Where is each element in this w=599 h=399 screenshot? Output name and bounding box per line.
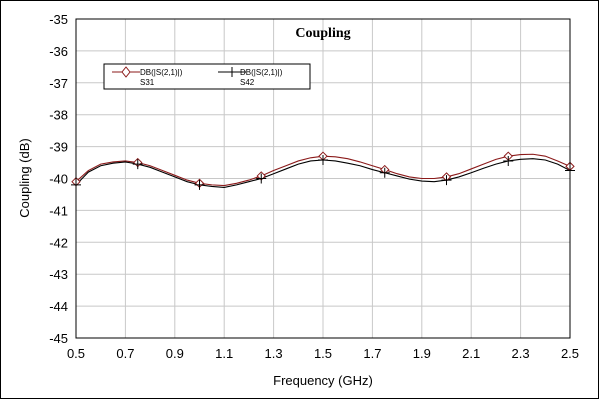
y-tick-label: -45 bbox=[49, 331, 68, 346]
legend-marker-plus bbox=[227, 67, 237, 77]
data-point-plus bbox=[379, 167, 390, 178]
x-tick-label: 2.5 bbox=[561, 346, 579, 361]
legend-label-s31: DB(|S(2,1)|) bbox=[140, 68, 183, 77]
legend: DB(|S(2,1)|) S31 DB(|S(2,1)|) S42 bbox=[103, 63, 311, 90]
x-tick-label: 0.9 bbox=[166, 346, 184, 361]
y-tick-label: -42 bbox=[49, 235, 68, 250]
x-tick-label: 1.7 bbox=[363, 346, 381, 361]
x-tick-label: 0.7 bbox=[116, 346, 134, 361]
legend-marker-diamond bbox=[121, 66, 131, 78]
y-tick-label: -36 bbox=[49, 44, 68, 59]
x-tick-label: 1.9 bbox=[413, 346, 431, 361]
y-axis-title: Coupling (dB) bbox=[17, 138, 32, 218]
x-axis-title: Frequency (GHz) bbox=[273, 373, 373, 388]
legend-label-s42: DB(|S(2,1)|) bbox=[240, 68, 283, 77]
legend-box bbox=[103, 63, 311, 90]
x-tick-label: 0.5 bbox=[67, 346, 85, 361]
tick-labels: 0.5 0.7 0.9 1.1 1.3 1.5 1.7 1.9 2.1 2.3 2.5 -35 -36 -… bbox=[49, 12, 579, 361]
legend-sublabel-s42: S42 bbox=[240, 78, 255, 87]
plot-border bbox=[75, 18, 571, 339]
x-tick-label: 1.3 bbox=[265, 346, 283, 361]
x-tick-label: 2.3 bbox=[512, 346, 530, 361]
y-tick-label: -43 bbox=[49, 267, 68, 282]
legend-sublabel-s31: S31 bbox=[140, 78, 155, 87]
data-point-plus bbox=[132, 159, 143, 170]
x-tick-label: 1.1 bbox=[215, 346, 233, 361]
y-tick-label: -35 bbox=[49, 12, 68, 27]
y-tick-label: -40 bbox=[49, 172, 68, 187]
data-point-plus bbox=[441, 175, 452, 186]
x-tick-label: 1.5 bbox=[314, 346, 332, 361]
data-point-plus bbox=[318, 154, 328, 165]
y-tick-label: -44 bbox=[49, 299, 68, 314]
data-point-plus bbox=[503, 155, 514, 166]
data-point-plus bbox=[256, 173, 267, 184]
chart-title: Coupling bbox=[295, 26, 350, 41]
x-tick-label: 2.1 bbox=[462, 346, 480, 361]
data-point-plus bbox=[194, 179, 205, 190]
y-tick-label: -37 bbox=[49, 76, 68, 91]
grid-lines bbox=[76, 19, 570, 338]
y-tick-label: -39 bbox=[49, 140, 68, 155]
y-tick-label: -41 bbox=[49, 203, 68, 218]
y-tick-label: -38 bbox=[49, 108, 68, 123]
